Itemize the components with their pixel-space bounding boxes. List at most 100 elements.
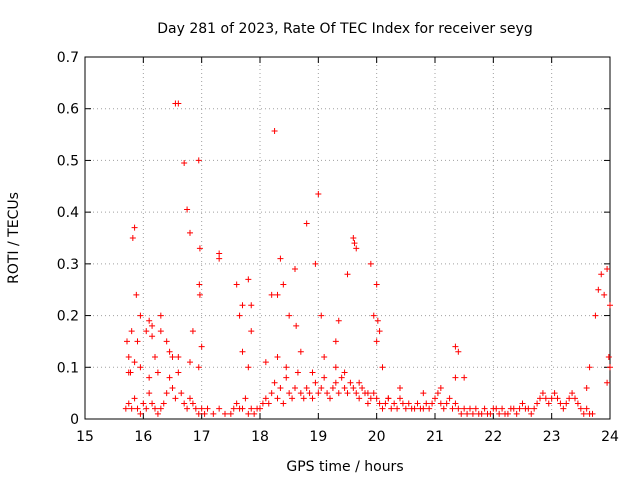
data-point — [554, 395, 561, 402]
y-tick-label: 0.7 — [57, 50, 79, 66]
data-point — [598, 271, 605, 278]
x-tick-label: 19 — [309, 429, 327, 445]
data-point — [306, 390, 313, 397]
data-point — [309, 369, 316, 376]
data-point — [143, 328, 150, 335]
x-tick-label: 23 — [543, 429, 561, 445]
data-point — [297, 390, 304, 397]
data-point — [329, 384, 336, 391]
data-point — [181, 400, 188, 407]
data-point — [303, 384, 310, 391]
data-point — [583, 405, 590, 412]
data-point — [420, 405, 427, 412]
x-tick-label: 21 — [426, 429, 444, 445]
data-point — [152, 405, 158, 412]
data-point — [499, 405, 506, 412]
data-point — [461, 374, 468, 381]
data-point — [481, 405, 488, 412]
data-point — [128, 405, 135, 412]
data-point — [449, 405, 456, 412]
data-point — [140, 400, 147, 407]
data-point — [146, 390, 153, 397]
data-point — [239, 405, 246, 412]
data-point — [531, 405, 538, 412]
data-point — [149, 322, 156, 329]
data-point — [259, 400, 266, 407]
data-point — [604, 266, 611, 273]
data-point — [367, 260, 374, 267]
data-point — [344, 271, 351, 278]
data-point — [195, 364, 202, 371]
x-tick-label: 18 — [251, 429, 269, 445]
data-point — [157, 328, 164, 335]
axis-ticks — [84, 56, 611, 420]
data-point — [154, 410, 161, 417]
data-point — [163, 338, 170, 345]
data-point — [268, 390, 275, 397]
data-point — [248, 328, 255, 335]
data-point — [245, 276, 252, 283]
data-point — [373, 281, 380, 288]
data-point — [184, 206, 191, 213]
data-point — [274, 395, 281, 402]
data-point — [312, 260, 319, 267]
data-point — [134, 405, 141, 412]
data-point — [519, 400, 526, 407]
data-point — [175, 100, 182, 107]
data-point — [429, 400, 436, 407]
data-point — [196, 245, 203, 252]
data-point — [338, 374, 345, 381]
data-point — [367, 395, 374, 402]
data-point — [166, 374, 173, 381]
data-point — [187, 395, 193, 402]
data-point — [595, 286, 602, 293]
data-point — [341, 384, 348, 391]
data-point — [537, 395, 543, 402]
data-point — [405, 400, 412, 407]
data-point — [129, 235, 136, 241]
data-point — [379, 364, 386, 371]
data-point — [143, 405, 150, 412]
data-point — [461, 405, 468, 412]
data-point — [472, 405, 479, 412]
data-point — [332, 338, 339, 345]
data-point — [124, 338, 130, 345]
data-point — [163, 390, 170, 397]
data-point — [510, 405, 517, 412]
data-point — [534, 400, 541, 407]
data-point — [605, 353, 612, 360]
data-point — [589, 410, 596, 417]
data-point — [271, 127, 278, 134]
data-point — [157, 405, 164, 412]
data-point — [189, 400, 196, 407]
data-point — [309, 395, 316, 402]
data-point — [364, 390, 371, 397]
data-point — [195, 157, 202, 164]
data-point — [169, 384, 176, 391]
data-point — [233, 400, 240, 407]
data-point — [496, 410, 503, 417]
data-point — [152, 353, 158, 360]
data-point — [283, 374, 290, 381]
data-point — [274, 291, 281, 298]
y-tick-label: 0.5 — [57, 153, 79, 169]
data-point — [394, 405, 401, 412]
data-point — [187, 359, 193, 366]
data-point — [321, 353, 328, 360]
data-point — [452, 343, 459, 350]
data-point — [452, 400, 459, 407]
data-point — [222, 410, 228, 417]
data-point — [525, 405, 532, 412]
data-point — [251, 410, 258, 417]
data-point — [437, 384, 444, 391]
data-point — [364, 400, 371, 407]
data-point — [539, 390, 546, 397]
data-point — [464, 410, 471, 417]
data-point — [315, 390, 322, 397]
data-point — [356, 395, 363, 402]
data-point — [601, 291, 608, 298]
data-point — [353, 390, 360, 397]
data-point — [318, 384, 325, 391]
data-point — [195, 410, 202, 417]
data-point — [382, 400, 389, 407]
